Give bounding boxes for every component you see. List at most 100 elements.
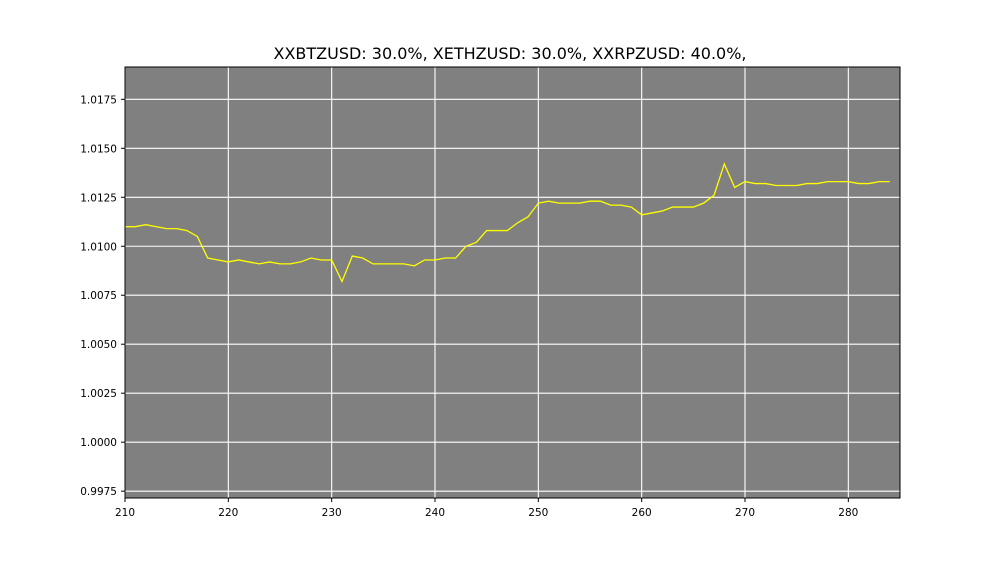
data-point bbox=[258, 263, 260, 265]
data-point bbox=[289, 263, 291, 265]
data-point bbox=[237, 259, 239, 261]
data-point bbox=[392, 263, 394, 265]
data-point bbox=[878, 180, 880, 182]
data-point bbox=[847, 180, 849, 182]
data-point bbox=[165, 227, 167, 229]
data-point bbox=[475, 241, 477, 243]
data-point bbox=[682, 206, 684, 208]
data-point bbox=[547, 200, 549, 202]
data-point bbox=[341, 280, 343, 282]
data-point bbox=[816, 182, 818, 184]
x-tick-label: 250 bbox=[528, 507, 548, 519]
data-point bbox=[661, 210, 663, 212]
data-point bbox=[723, 163, 725, 165]
chart-title: XXBTZUSD: 30.0%, XETHZUSD: 30.0%, XXRPZU… bbox=[273, 44, 746, 63]
y-tick-label: 1.0000 bbox=[80, 437, 117, 449]
y-tick-label: 1.0150 bbox=[80, 143, 117, 155]
data-point bbox=[651, 212, 653, 214]
data-point bbox=[516, 222, 518, 224]
x-tick-label: 280 bbox=[838, 507, 858, 519]
data-point bbox=[320, 259, 322, 261]
data-point bbox=[785, 184, 787, 186]
data-point bbox=[868, 182, 870, 184]
data-point bbox=[206, 257, 208, 259]
data-point bbox=[217, 259, 219, 261]
data-point bbox=[361, 257, 363, 259]
y-tick-label: 1.0100 bbox=[80, 241, 117, 253]
data-point bbox=[186, 229, 188, 231]
data-point bbox=[454, 257, 456, 259]
data-point bbox=[196, 235, 198, 237]
data-point bbox=[268, 261, 270, 263]
data-point bbox=[558, 202, 560, 204]
data-point bbox=[733, 186, 735, 188]
data-point bbox=[527, 216, 529, 218]
grid-lines bbox=[124, 67, 900, 498]
data-point bbox=[537, 202, 539, 204]
data-point bbox=[227, 261, 229, 263]
data-point bbox=[382, 263, 384, 265]
data-point bbox=[620, 204, 622, 206]
data-point bbox=[155, 225, 157, 227]
data-point bbox=[485, 229, 487, 231]
data-point bbox=[609, 204, 611, 206]
data-point bbox=[175, 227, 177, 229]
y-tick-label: 1.0175 bbox=[80, 94, 117, 106]
data-point bbox=[692, 206, 694, 208]
plot-frame bbox=[124, 66, 901, 499]
data-point bbox=[744, 180, 746, 182]
data-point bbox=[506, 229, 508, 231]
data-point bbox=[144, 224, 146, 226]
x-tick-label: 210 bbox=[115, 507, 135, 519]
x-tick-label: 260 bbox=[632, 507, 652, 519]
plot-area bbox=[125, 67, 900, 498]
y-tick-label: 1.0025 bbox=[80, 388, 117, 400]
data-point bbox=[589, 200, 591, 202]
data-point bbox=[764, 182, 766, 184]
data-point bbox=[444, 257, 446, 259]
series-line bbox=[125, 162, 890, 284]
data-point bbox=[826, 180, 828, 182]
data-point bbox=[134, 225, 136, 227]
data-point bbox=[299, 261, 301, 263]
data-point bbox=[671, 206, 673, 208]
data-point bbox=[599, 200, 601, 202]
data-point bbox=[372, 263, 374, 265]
data-point bbox=[330, 259, 332, 261]
data-point bbox=[279, 263, 281, 265]
data-point bbox=[857, 182, 859, 184]
data-point bbox=[630, 206, 632, 208]
data-point bbox=[806, 182, 808, 184]
x-tick-label: 270 bbox=[735, 507, 755, 519]
data-point bbox=[578, 202, 580, 204]
data-point bbox=[413, 265, 415, 267]
data-point bbox=[403, 263, 405, 265]
y-tick-label: 0.9975 bbox=[80, 486, 117, 498]
data-point bbox=[248, 261, 250, 263]
data-point bbox=[775, 184, 777, 186]
data-point bbox=[640, 214, 642, 216]
y-tick-label: 1.0050 bbox=[80, 339, 117, 351]
x-tick-label: 240 bbox=[425, 507, 445, 519]
y-tick-label: 1.0075 bbox=[80, 290, 117, 302]
data-point bbox=[837, 180, 839, 182]
data-point bbox=[310, 257, 312, 259]
data-point bbox=[465, 245, 467, 247]
y-tick-label: 1.0125 bbox=[80, 192, 117, 204]
data-point bbox=[754, 182, 756, 184]
data-point bbox=[888, 180, 890, 182]
data-point bbox=[713, 194, 715, 196]
data-point bbox=[434, 259, 436, 261]
data-point bbox=[351, 255, 353, 257]
data-point bbox=[795, 184, 797, 186]
data-point bbox=[568, 202, 570, 204]
y-axis: 0.9975 1.0000 1.0025 1.0050 1.0075 1.0100 1.01… bbox=[80, 94, 125, 498]
x-axis: 210 220 230 240 250 260 270 280 bbox=[115, 498, 858, 519]
data-point bbox=[423, 259, 425, 261]
data-point bbox=[496, 229, 498, 231]
data-point bbox=[702, 202, 704, 204]
x-tick-label: 230 bbox=[322, 507, 342, 519]
x-tick-label: 220 bbox=[218, 507, 238, 519]
